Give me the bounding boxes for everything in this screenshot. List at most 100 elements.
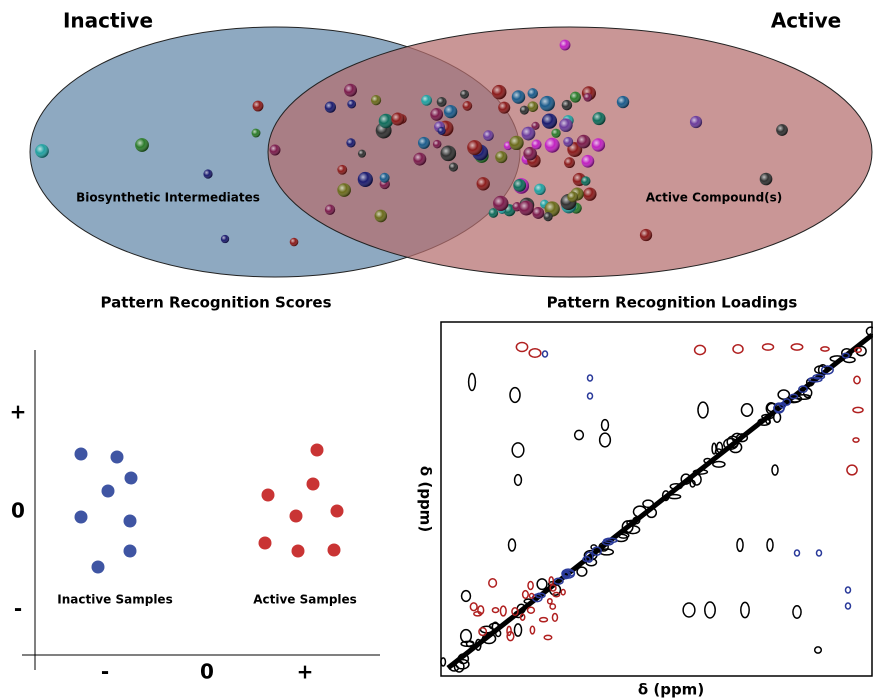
sphere-shine <box>430 108 444 121</box>
contour-peak <box>573 429 585 441</box>
sphere-shine <box>569 91 581 103</box>
sphere-shine <box>436 96 447 107</box>
sphere-shine <box>563 136 574 147</box>
contour-peak <box>488 622 501 630</box>
sample-point <box>123 544 137 558</box>
contour-peak <box>601 539 614 546</box>
contour-peak <box>528 348 542 358</box>
contour-peak <box>789 393 799 400</box>
sphere-shine <box>583 93 593 102</box>
contour-peak <box>844 586 852 594</box>
contour-peak <box>546 597 553 605</box>
sphere-shine <box>564 157 575 169</box>
x-axis-label: 0 <box>200 660 214 684</box>
contour-peak <box>820 365 834 375</box>
sphere-shine <box>544 137 560 153</box>
sphere-shine <box>374 209 388 223</box>
sphere-shine <box>495 151 508 164</box>
contour-peak <box>703 457 712 464</box>
contour-peak <box>793 549 801 557</box>
sphere-shine <box>324 204 336 215</box>
contour-peak <box>527 580 534 591</box>
contour-peak <box>515 341 529 353</box>
sphere-shine <box>391 112 405 126</box>
sphere-shine <box>379 172 390 183</box>
group-label: Active Samples <box>253 593 357 607</box>
contour-peak <box>552 591 561 598</box>
contour-peak <box>853 375 861 385</box>
sphere-shine <box>509 135 524 151</box>
sphere-shine <box>583 187 597 201</box>
contour-peak <box>646 507 658 519</box>
x-axis-label: - <box>101 660 109 684</box>
contour-peak <box>854 346 862 354</box>
contour-peak <box>440 657 447 667</box>
scores-plot: Pattern Recognition Scores + 0 - - 0 + I… <box>10 294 380 684</box>
sphere-shine <box>417 136 430 149</box>
contour-peak <box>852 437 860 443</box>
sphere-shine <box>378 113 394 129</box>
sphere-shine <box>616 95 630 109</box>
contour-peak <box>506 625 512 637</box>
sample-point <box>289 509 303 523</box>
contour-peak <box>820 346 830 352</box>
contour-peak <box>561 569 576 577</box>
sphere-shine <box>421 94 432 106</box>
contour-peak <box>790 343 804 351</box>
sphere-shine <box>251 128 261 138</box>
sample-point <box>74 447 88 461</box>
sample-point <box>291 544 305 558</box>
sphere-shine <box>531 121 540 130</box>
contour-peak <box>669 482 683 490</box>
contour-peak <box>509 386 521 404</box>
sphere-shine <box>440 145 457 162</box>
sphere-shine <box>483 130 494 141</box>
sphere-shine <box>337 164 348 175</box>
contour-peak <box>740 601 750 619</box>
sphere-shine <box>511 90 526 104</box>
contour-peak <box>846 464 858 476</box>
y-axis-label: - <box>14 597 22 621</box>
sphere-shine <box>432 139 442 149</box>
contour-peak <box>538 616 549 623</box>
sphere-shine <box>532 207 545 219</box>
contour-peak <box>625 525 641 535</box>
active-label: Active Compound(s) <box>646 191 783 205</box>
contour-peak <box>600 418 610 432</box>
contour-peak <box>455 658 470 670</box>
contour-peak <box>459 628 473 644</box>
sphere-shine <box>759 172 773 186</box>
contour-peak <box>560 588 566 596</box>
sphere-shine <box>467 140 483 156</box>
contour-peak <box>541 350 549 358</box>
contour-peak <box>732 344 744 354</box>
sphere-shine <box>357 149 366 158</box>
contour-peak <box>586 392 594 400</box>
sphere-shine <box>567 191 579 203</box>
contour-peak <box>812 373 826 380</box>
active-title: Active <box>771 9 841 33</box>
contour-peak <box>506 630 515 642</box>
sphere-shine <box>413 152 427 166</box>
sphere-shine <box>559 118 573 132</box>
x-axis-label: + <box>297 660 314 684</box>
sample-point <box>258 536 272 550</box>
scores-title: Pattern Recognition Scores <box>100 294 331 312</box>
contour-peak <box>736 537 744 553</box>
contour-peak <box>534 592 546 599</box>
contour-peak <box>477 605 485 616</box>
contour-peak <box>813 646 823 654</box>
sphere-shine <box>592 112 606 126</box>
sphere-shine <box>527 88 538 99</box>
sphere-shine <box>561 99 573 111</box>
contour-peak <box>491 621 500 632</box>
contour-peak <box>765 416 771 425</box>
sphere-shine <box>357 171 373 187</box>
contour-peak <box>488 578 498 588</box>
contour-peak <box>715 441 724 454</box>
sphere-shine <box>519 105 529 115</box>
contour-peak <box>855 345 867 357</box>
sphere-shine <box>534 183 546 196</box>
contour-peak <box>735 433 749 443</box>
contour-peak <box>474 638 482 651</box>
